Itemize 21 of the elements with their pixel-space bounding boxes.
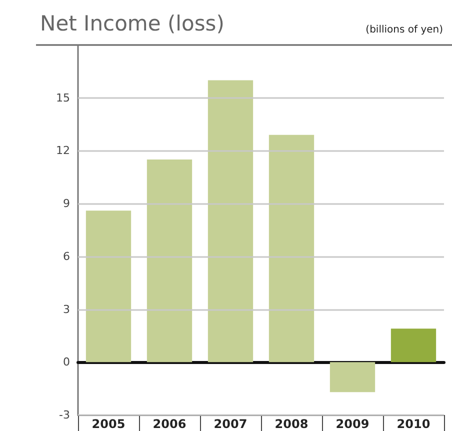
- bar: [208, 80, 254, 362]
- x-tick-label: 2006: [152, 417, 186, 431]
- chart-title: Net Income (loss): [40, 12, 224, 36]
- bar: [86, 210, 132, 362]
- y-tick-label: 9: [63, 197, 70, 210]
- bar: [390, 328, 436, 362]
- bar: [268, 134, 314, 362]
- x-tick-label: 2009: [336, 417, 370, 431]
- y-tick-label: 6: [63, 250, 70, 263]
- x-tick-label: 2008: [274, 417, 308, 431]
- y-tick-label: 0: [63, 356, 70, 369]
- chart-subtitle: (billions of yen): [366, 24, 444, 36]
- y-tick-label: 15: [56, 91, 70, 104]
- y-tick-label: 3: [63, 302, 70, 316]
- x-tick-label: 2007: [214, 417, 248, 431]
- y-tick-label: 12: [56, 144, 70, 158]
- bar: [146, 160, 192, 362]
- x-tick-label: 2010: [396, 417, 430, 431]
- y-tick-label: -3: [59, 408, 70, 422]
- bar: [330, 362, 376, 392]
- x-tick-label: 2005: [92, 417, 126, 431]
